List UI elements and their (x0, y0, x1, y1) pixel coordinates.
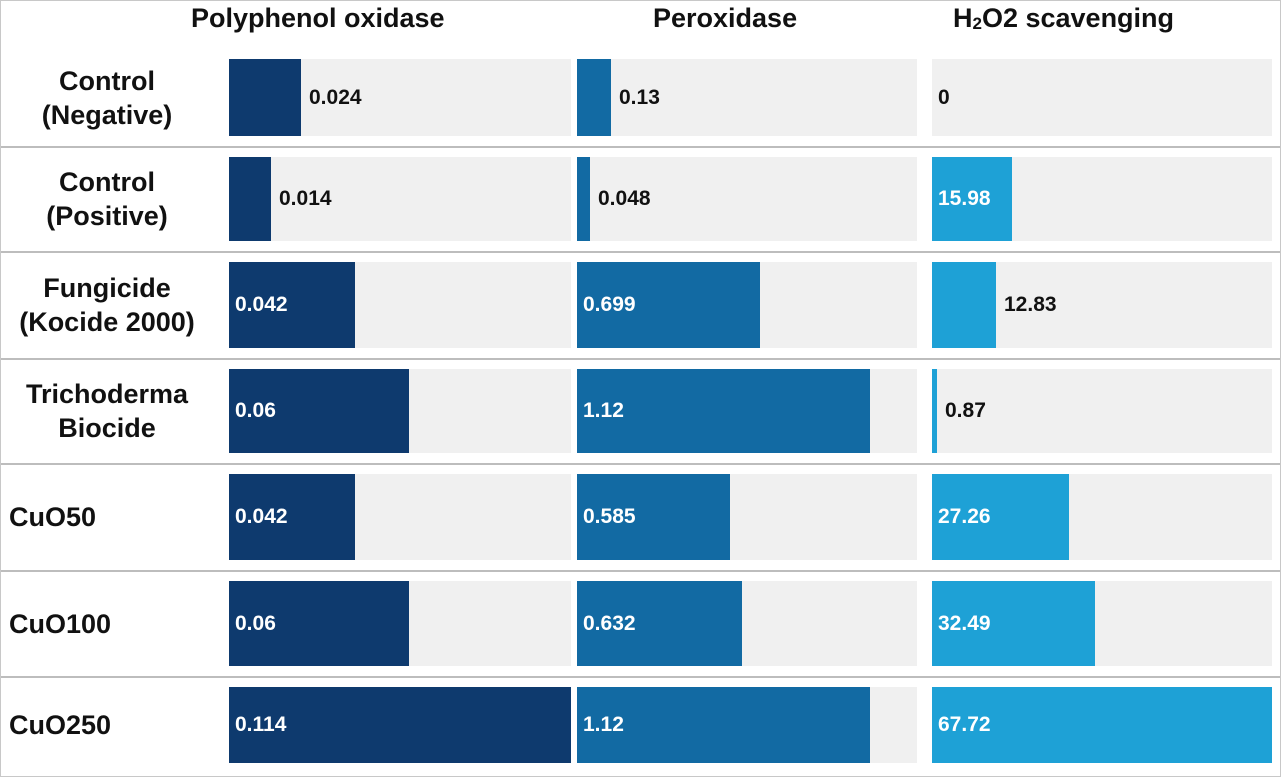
data-label: 0.114 (235, 713, 287, 736)
bar-track: 32.49 (932, 581, 1272, 666)
data-label: 32.49 (938, 611, 991, 635)
column-title-h2o2-scavenging: H2O2 scavenging (953, 3, 1175, 33)
data-label: 0.585 (583, 505, 636, 528)
bar-track: 0.06 (229, 369, 571, 453)
data-label: 15.98 (938, 187, 991, 210)
category-label: Control (Positive) (46, 167, 168, 231)
bar (577, 581, 742, 666)
bar-track: 0.024 (229, 59, 571, 136)
bar (229, 369, 409, 453)
bar-track: 67.72 (932, 687, 1272, 763)
bar-track: 27.26 (932, 474, 1272, 560)
bar (229, 581, 409, 666)
row-divider (1, 146, 1280, 148)
bar (932, 581, 1095, 666)
category-label: Control (Negative) (41, 65, 173, 130)
data-label: 0.014 (279, 187, 332, 210)
row-divider (1, 251, 1280, 253)
bar-track: 0.06 (229, 581, 571, 666)
column-title-polyphenol-oxidase: Polyphenol oxidase (191, 3, 445, 33)
bar (932, 262, 996, 348)
data-label: 0.042 (235, 293, 288, 316)
bar (577, 474, 730, 560)
column-title-peroxidase: Peroxidase (653, 3, 798, 33)
bar-track: 1.12 (577, 369, 917, 453)
row-divider (1, 358, 1280, 360)
data-label: 0 (938, 85, 950, 109)
bar-track: 0.042 (229, 262, 571, 348)
category-label: CuO50 (9, 502, 97, 532)
bar (577, 262, 760, 348)
row-divider (1, 676, 1280, 678)
bar (932, 474, 1069, 560)
bar-track: 0.632 (577, 581, 917, 666)
bar (229, 59, 301, 136)
bar-track: 0.13 (577, 59, 917, 136)
bar (932, 687, 1272, 763)
data-label: 1.12 (583, 399, 624, 422)
row-divider (1, 570, 1280, 572)
category-label: CuO250 (9, 710, 112, 740)
data-label: 0.87 (945, 399, 986, 422)
bar (577, 369, 870, 453)
category-label: Trichoderma Biocide (25, 379, 189, 443)
bar (577, 157, 590, 241)
data-label: 0.024 (309, 85, 362, 109)
data-label: 0.06 (235, 611, 276, 635)
bar-track: 0.585 (577, 474, 917, 560)
bar (229, 474, 355, 560)
data-label: 1.12 (583, 713, 624, 736)
bar-track: 1.12 (577, 687, 917, 763)
data-label: 12.83 (1004, 293, 1057, 316)
row-divider (1, 463, 1280, 465)
bar-track: 12.83 (932, 262, 1272, 348)
data-label: 0.06 (235, 399, 276, 422)
bar-track: 0.042 (229, 474, 571, 560)
data-label: 0.13 (619, 85, 660, 109)
bar (932, 157, 1012, 241)
bar (577, 687, 870, 763)
bar-track: 0.014 (229, 157, 571, 241)
data-label: 27.26 (938, 505, 991, 528)
bar (577, 59, 611, 136)
bar-track: 0.87 (932, 369, 1272, 453)
category-label: Fungicide (Kocide 2000) (19, 273, 195, 337)
bar-track: 0.114 (229, 687, 571, 763)
data-label: 67.72 (938, 713, 991, 736)
bar (932, 369, 937, 453)
bar (229, 157, 271, 241)
bar-track: 15.98 (932, 157, 1272, 241)
bar-track: 0 (932, 59, 1272, 136)
bar (229, 262, 355, 348)
data-label: 0.699 (583, 293, 636, 316)
bar-track: 0.048 (577, 157, 917, 241)
data-label: 0.048 (598, 187, 651, 210)
data-label: 0.042 (235, 505, 288, 528)
bar-track: 0.699 (577, 262, 917, 348)
data-label: 0.632 (583, 611, 636, 635)
bar (229, 687, 571, 763)
category-label: CuO100 (9, 608, 112, 639)
